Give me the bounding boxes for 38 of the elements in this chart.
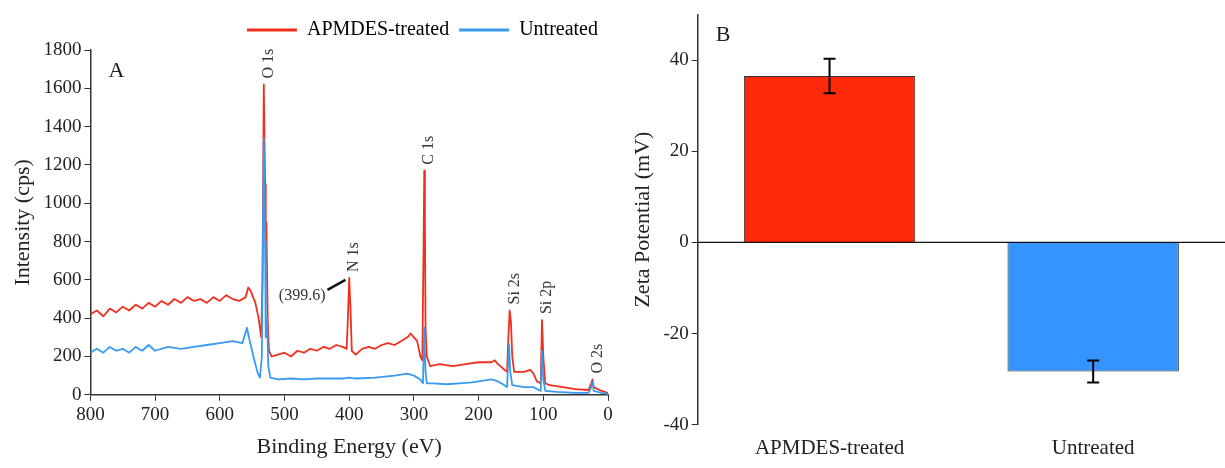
legend-label: Untreated	[519, 17, 599, 40]
y-axis-title: Intensity (cps)	[8, 159, 34, 286]
y-tick-label: 0	[71, 382, 82, 404]
y-tick-label: 20	[669, 139, 689, 161]
annotation: N 1s	[344, 242, 362, 272]
annotation: B	[715, 21, 731, 47]
annotation: C 1s	[419, 135, 437, 165]
y-tick-label: 600	[52, 267, 82, 289]
y-tick-label: -40	[663, 412, 689, 434]
y-tick-label: 40	[669, 47, 689, 69]
x-axis-title: Binding Energy (eV)	[256, 432, 442, 458]
annotation: O 2s	[587, 343, 605, 374]
x-tick-label: 700	[140, 403, 170, 425]
y-tick-label: 1600	[43, 76, 82, 98]
annotation: A	[108, 56, 125, 82]
y-tick-label: 200	[52, 344, 82, 366]
annotation: (399.6)	[278, 286, 326, 305]
legend-label: APMDES-treated	[306, 17, 450, 40]
x-tick-label: 0	[603, 403, 613, 425]
x-tick-label: 500	[270, 403, 299, 425]
annotation: Si 2s	[504, 272, 522, 305]
x-tick-label: 400	[334, 403, 364, 425]
x-tick-label: 100	[529, 403, 558, 425]
x-tick-label: 200	[464, 403, 493, 425]
annotation: O 1s	[259, 48, 276, 79]
x-tick-label: 600	[205, 403, 235, 425]
y-tick-label: 1000	[43, 191, 82, 213]
y-tick-label: 1200	[43, 152, 82, 174]
annotation: Si 2p	[537, 280, 556, 315]
y-tick-label: 400	[52, 306, 82, 328]
y-tick-label: 800	[52, 229, 82, 251]
y-tick-label: 0	[679, 230, 689, 252]
y-axis-title: Zeta Potential (mV)	[628, 131, 654, 308]
y-tick-label: 1800	[43, 37, 82, 59]
x-tick-label: 800	[76, 403, 105, 425]
y-tick-label: 1400	[43, 114, 82, 136]
y-tick-label: -20	[663, 321, 689, 343]
x-tick-label: 300	[399, 403, 429, 425]
